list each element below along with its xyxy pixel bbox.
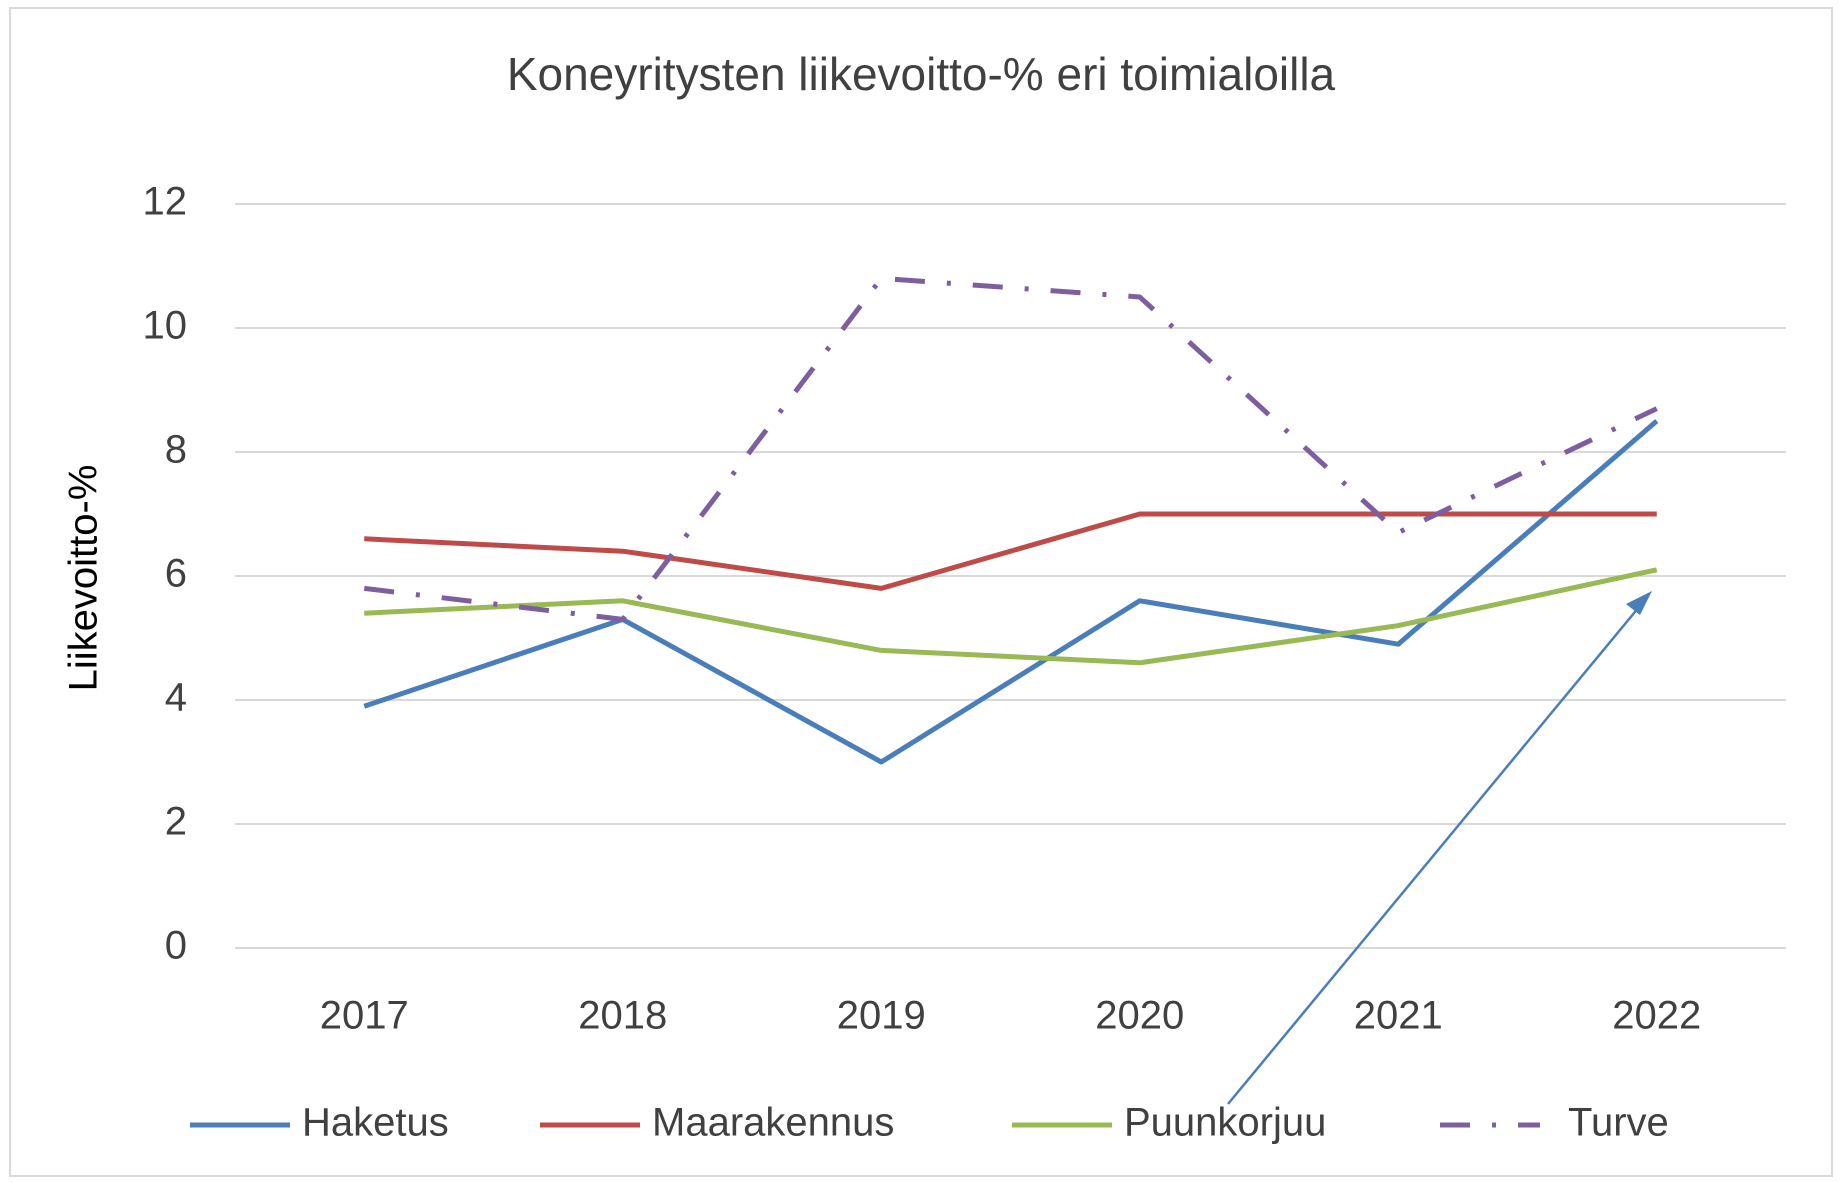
y-tick-label: 12 [143, 180, 188, 224]
y-tick-label: 8 [165, 428, 187, 472]
y-tick-label: 4 [165, 676, 187, 720]
legend-label: Maarakennus [652, 1101, 894, 1145]
legend-label: Turve [1568, 1101, 1669, 1145]
chart-frame [9, 7, 1833, 1177]
annotation-arrow [1227, 600, 1645, 1105]
y-tick-label: 10 [143, 304, 188, 348]
y-axis-label: Liikevoitto-% [62, 465, 106, 692]
x-tick-label: 2022 [1612, 994, 1701, 1038]
x-tick-label: 2021 [1354, 994, 1443, 1038]
legend-label: Haketus [302, 1101, 449, 1145]
chart-title: Koneyritysten liikevoitto-% eri toimialo… [507, 48, 1336, 100]
x-tick-label: 2019 [837, 994, 926, 1038]
series-line [363, 419, 1659, 765]
lines [363, 275, 1659, 765]
arrow-head [1626, 591, 1652, 615]
series-line [364, 567, 1658, 666]
legend-label: Puunkorjuu [1124, 1101, 1326, 1145]
y-tick-label: 0 [165, 924, 187, 968]
x-tick-label: 2017 [320, 994, 409, 1038]
legend: Haketus Maarakennus Puunkorjuu Turve [190, 1101, 1669, 1145]
series-line [363, 275, 1658, 622]
y-tick-label: 6 [165, 552, 187, 596]
grid: 0 2 4 6 8 10 12 2017 2018 2019 2020 2021 2022 [143, 180, 1786, 1038]
x-tick-label: 2020 [1095, 994, 1184, 1038]
y-tick-label: 2 [165, 800, 187, 844]
x-tick-label: 2018 [578, 994, 667, 1038]
